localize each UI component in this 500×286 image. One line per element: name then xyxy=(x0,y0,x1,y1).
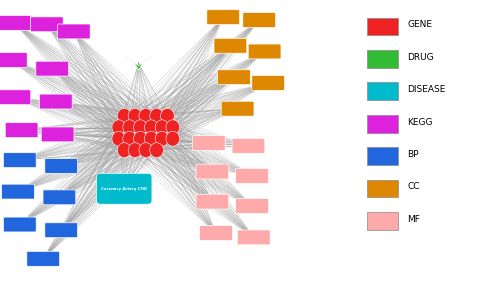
FancyBboxPatch shape xyxy=(45,158,78,173)
FancyBboxPatch shape xyxy=(4,217,36,232)
Ellipse shape xyxy=(112,131,126,146)
Text: MF: MF xyxy=(408,215,420,224)
FancyBboxPatch shape xyxy=(200,226,232,241)
Ellipse shape xyxy=(128,108,142,123)
FancyBboxPatch shape xyxy=(196,164,229,179)
FancyBboxPatch shape xyxy=(367,212,398,230)
FancyBboxPatch shape xyxy=(41,127,74,142)
FancyBboxPatch shape xyxy=(43,190,76,205)
Ellipse shape xyxy=(150,143,164,158)
Ellipse shape xyxy=(139,143,152,158)
Text: DRUG: DRUG xyxy=(408,53,434,62)
Ellipse shape xyxy=(134,120,147,135)
FancyBboxPatch shape xyxy=(0,53,27,67)
FancyBboxPatch shape xyxy=(4,153,36,168)
FancyBboxPatch shape xyxy=(367,82,398,100)
FancyBboxPatch shape xyxy=(36,61,68,76)
Ellipse shape xyxy=(123,120,136,135)
FancyBboxPatch shape xyxy=(196,194,229,209)
Ellipse shape xyxy=(166,131,179,146)
Ellipse shape xyxy=(155,131,169,146)
Ellipse shape xyxy=(155,120,169,135)
Ellipse shape xyxy=(128,143,142,158)
FancyBboxPatch shape xyxy=(238,230,270,245)
Text: Coronary Artery CHD: Coronary Artery CHD xyxy=(101,187,148,191)
FancyBboxPatch shape xyxy=(367,17,398,35)
FancyBboxPatch shape xyxy=(218,70,250,85)
FancyBboxPatch shape xyxy=(45,223,78,238)
FancyBboxPatch shape xyxy=(27,251,60,266)
FancyBboxPatch shape xyxy=(192,136,225,150)
Ellipse shape xyxy=(150,108,164,123)
Ellipse shape xyxy=(118,108,131,123)
FancyBboxPatch shape xyxy=(248,44,281,59)
Text: GENE: GENE xyxy=(408,20,432,29)
FancyBboxPatch shape xyxy=(221,101,254,116)
FancyBboxPatch shape xyxy=(58,24,90,39)
Text: CC: CC xyxy=(408,182,420,191)
FancyBboxPatch shape xyxy=(367,180,398,197)
FancyBboxPatch shape xyxy=(367,50,398,68)
FancyBboxPatch shape xyxy=(367,147,398,165)
FancyBboxPatch shape xyxy=(0,90,31,105)
FancyBboxPatch shape xyxy=(236,198,268,213)
Ellipse shape xyxy=(112,120,126,135)
Ellipse shape xyxy=(160,108,174,123)
FancyBboxPatch shape xyxy=(96,173,152,204)
FancyBboxPatch shape xyxy=(214,38,247,53)
FancyBboxPatch shape xyxy=(5,123,38,138)
FancyBboxPatch shape xyxy=(252,76,284,90)
Ellipse shape xyxy=(139,108,152,123)
Ellipse shape xyxy=(134,131,147,146)
FancyBboxPatch shape xyxy=(236,168,268,183)
Ellipse shape xyxy=(118,143,131,158)
Text: KEGG: KEGG xyxy=(408,118,433,127)
FancyBboxPatch shape xyxy=(0,15,31,30)
Ellipse shape xyxy=(166,120,179,135)
Polygon shape xyxy=(122,54,156,70)
FancyBboxPatch shape xyxy=(367,115,398,133)
FancyBboxPatch shape xyxy=(40,94,72,109)
FancyBboxPatch shape xyxy=(2,184,34,199)
Text: BP: BP xyxy=(408,150,419,159)
FancyBboxPatch shape xyxy=(243,13,276,27)
FancyBboxPatch shape xyxy=(232,138,265,153)
Text: DISEASE: DISEASE xyxy=(408,85,446,94)
Ellipse shape xyxy=(123,131,136,146)
Ellipse shape xyxy=(144,120,158,135)
FancyBboxPatch shape xyxy=(207,10,240,25)
FancyBboxPatch shape xyxy=(30,17,63,32)
Ellipse shape xyxy=(144,131,158,146)
